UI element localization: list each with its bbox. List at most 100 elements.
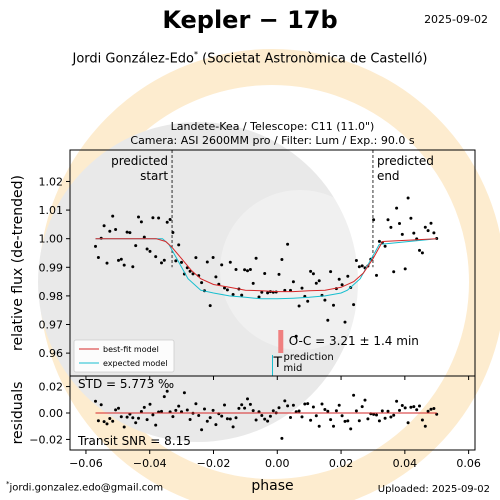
y-tick-label: 0.97: [39, 319, 64, 332]
residual-point: [246, 397, 249, 401]
data-point: [125, 230, 129, 234]
residual-point: [214, 423, 218, 427]
residual-point: [165, 389, 169, 393]
data-point: [137, 215, 140, 219]
data-point: [157, 216, 161, 220]
data-point: [200, 281, 204, 285]
residual-point: [383, 416, 387, 420]
y-tick-label: 0.96: [39, 347, 64, 360]
data-point: [314, 281, 318, 285]
data-point: [228, 260, 232, 264]
data-point: [409, 216, 413, 220]
data-point: [119, 257, 123, 261]
data-point: [102, 224, 106, 228]
residual-point: [395, 399, 399, 403]
data-point: [300, 286, 304, 290]
residual-point: [234, 416, 238, 420]
data-point: [260, 290, 264, 294]
data-point: [254, 256, 258, 260]
data-point: [306, 299, 310, 303]
residual-point: [360, 405, 364, 409]
data-point: [180, 260, 183, 264]
residual-point: [346, 419, 350, 423]
residual-point: [309, 418, 313, 422]
y-tick-label: 1.00: [39, 233, 64, 246]
y-tick-label: 1.02: [39, 175, 64, 188]
x-axis-label: phase: [251, 478, 293, 494]
observation-date: 2025-09-02: [424, 13, 488, 26]
residual-point: [380, 409, 384, 413]
residual-point: [223, 403, 226, 407]
data-point: [117, 258, 120, 262]
data-point: [340, 283, 344, 287]
y-tick-label: 0.98: [39, 290, 64, 303]
residual-point: [300, 415, 304, 419]
residual-point: [248, 402, 252, 406]
residual-point: [260, 414, 264, 417]
data-point: [352, 303, 356, 307]
data-point: [148, 249, 152, 253]
data-point: [395, 206, 399, 210]
data-point: [343, 320, 347, 324]
residual-point: [283, 399, 287, 403]
residual-point: [96, 419, 100, 423]
residual-point: [108, 417, 112, 420]
data-point: [139, 220, 143, 224]
residual-point: [105, 422, 109, 426]
data-point: [280, 258, 284, 261]
data-point: [294, 334, 298, 338]
residuals-plot-frame: [69, 375, 476, 451]
residual-point: [237, 406, 241, 410]
data-point: [145, 247, 149, 251]
legend-best-fit-label: best-fit model: [103, 345, 159, 354]
expected-model-line: [95, 238, 437, 300]
residual-point: [398, 408, 401, 412]
observer-name: Jordi González-Edo: [72, 51, 194, 67]
residual-point: [137, 416, 140, 420]
x-tick-label: 0.02: [329, 457, 354, 470]
residual-point: [177, 404, 181, 408]
data-point: [375, 273, 378, 277]
predicted-start-label: predicted: [111, 154, 168, 168]
residual-y-tick-label: −0.02: [29, 433, 63, 446]
residual-point: [314, 414, 318, 418]
data-point: [291, 280, 295, 284]
data-point: [332, 303, 335, 307]
data-point: [134, 244, 138, 248]
residual-point: [334, 409, 338, 413]
residual-point: [291, 403, 295, 407]
data-point: [377, 239, 381, 243]
data-point: [389, 225, 393, 229]
residual-point: [185, 408, 189, 412]
residual-point: [418, 404, 421, 408]
residual-point: [377, 419, 381, 423]
residual-point: [225, 417, 229, 421]
residual-point: [415, 408, 419, 412]
legend-expected-label: expected model: [103, 359, 168, 368]
data-point: [223, 286, 226, 290]
residual-point: [432, 407, 436, 410]
data-point: [96, 256, 100, 259]
residual-point: [326, 409, 330, 413]
residual-point: [320, 402, 324, 406]
oc-value: O-C = 3.21 ± 1.4 min: [289, 334, 419, 348]
residual-point: [271, 409, 275, 413]
residual-point: [297, 409, 301, 413]
data-point: [122, 263, 126, 267]
residual-point: [99, 403, 103, 407]
data-point: [194, 256, 198, 260]
data-point: [412, 231, 416, 235]
data-point: [317, 279, 321, 283]
data-point: [165, 220, 169, 224]
residual-y-tick-label: 0.02: [39, 381, 64, 394]
data-point: [108, 229, 112, 233]
watermark-disc-shade: [220, 190, 380, 350]
data-point: [94, 244, 97, 248]
data-point: [429, 221, 433, 225]
data-point: [297, 304, 301, 308]
data-point: [151, 216, 155, 220]
data-point: [360, 264, 364, 268]
residual-point: [423, 424, 427, 428]
residual-point: [254, 418, 258, 422]
